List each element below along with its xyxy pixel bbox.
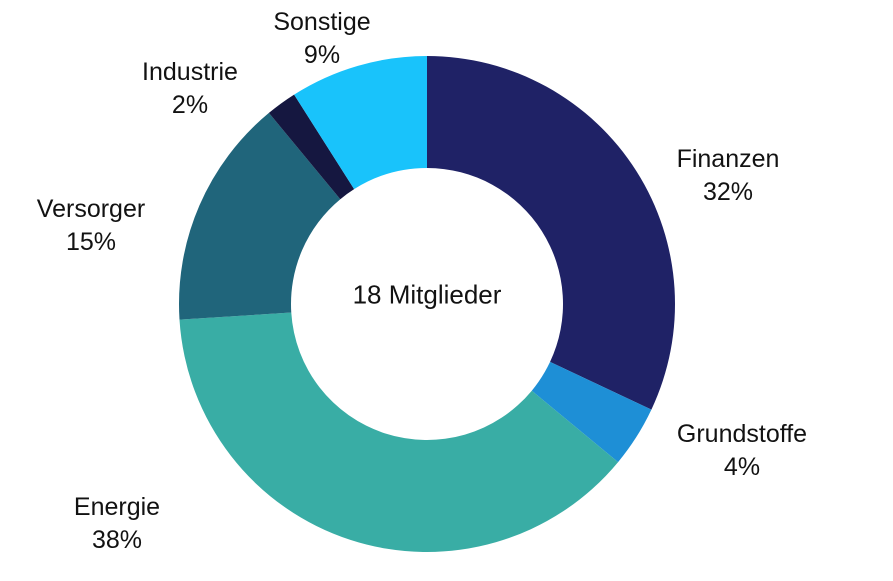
segment-name: Versorger (36, 195, 146, 223)
segment-name: Sonstige (273, 8, 371, 36)
segment-label-versorger: Versorger 15% (37, 193, 145, 259)
segment-label-finanzen: Finanzen 32% (677, 143, 780, 209)
pie-segment-energie (179, 312, 619, 552)
pie-segment-sonstige (294, 56, 427, 190)
segment-label-grundstoffe: Grundstoffe 4% (677, 418, 807, 484)
segment-pct: 38% (91, 526, 143, 554)
donut-center-label: 18 Mitglieder (352, 279, 502, 310)
pie-segment-industrie (268, 94, 355, 200)
segment-label-energie: Energie 38% (74, 491, 160, 557)
segment-name: Grundstoffe (676, 420, 808, 448)
pie-segment-finanzen (427, 56, 675, 410)
segment-label-sonstige: Sonstige 9% (273, 6, 370, 72)
segment-name: Finanzen (676, 145, 780, 173)
segment-pct: 32% (702, 178, 754, 206)
segment-name: Energie (73, 493, 161, 521)
segment-pct: 2% (171, 91, 209, 119)
pie-segment-versorger (178, 112, 341, 320)
segment-name: Industrie (142, 58, 238, 86)
segment-pct: 15% (65, 228, 117, 256)
segment-pct: 4% (723, 453, 761, 481)
segment-pct: 9% (303, 41, 341, 69)
pie-segment-grundstoffe (531, 361, 652, 463)
segment-label-industrie: Industrie 2% (142, 56, 238, 122)
